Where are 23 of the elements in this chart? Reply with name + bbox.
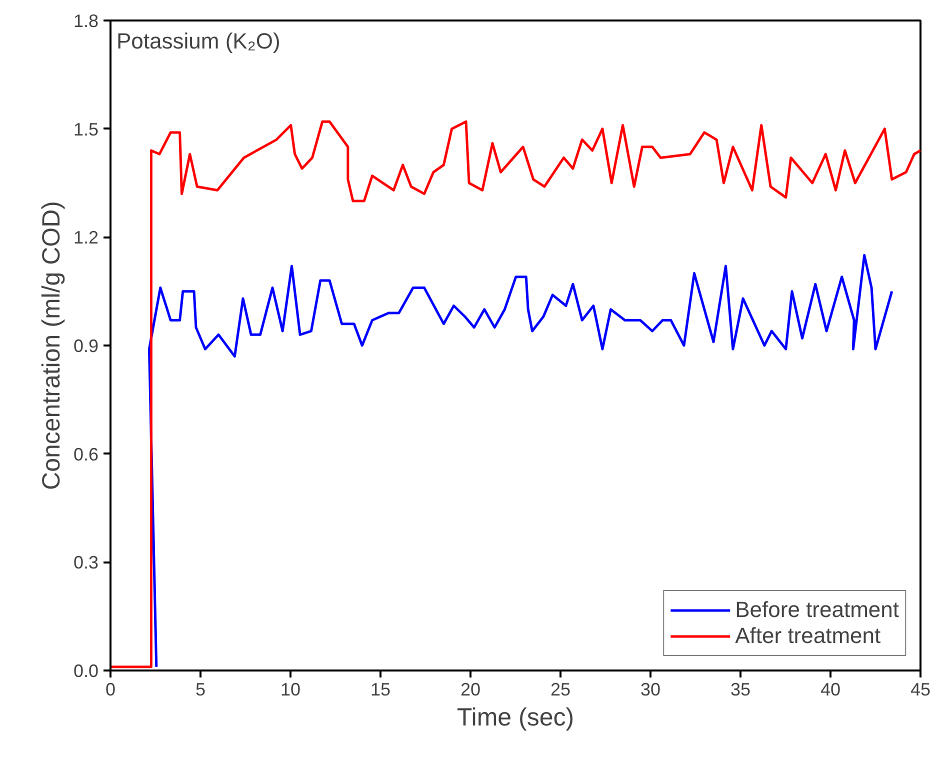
y-axis-title: Concentration (ml/g COD) — [37, 201, 66, 490]
y-tick-label: 0.3 — [73, 552, 99, 573]
x-tick-label: 35 — [730, 680, 751, 700]
x-tick-label: 10 — [280, 680, 301, 700]
y-tick-label: 1.2 — [73, 228, 99, 248]
legend-label: Before treatment — [735, 597, 899, 623]
y-tick-label: 0.9 — [73, 336, 99, 356]
x-axis-title: Time (sec) — [456, 704, 574, 732]
y-tick-label: 0.0 — [73, 661, 99, 681]
y-tick-label: 0.6 — [73, 444, 99, 464]
chart-title: Potassium (K₂O) — [116, 28, 280, 54]
y-tick-label: 1.5 — [73, 119, 99, 140]
x-tick-label: 0 — [105, 680, 116, 700]
x-tick-label: 45 — [910, 680, 931, 700]
x-tick-label: 40 — [820, 680, 841, 700]
x-tick-label: 30 — [640, 680, 661, 700]
y-tick-label: 1.8 — [73, 11, 99, 31]
x-tick-label: 15 — [370, 680, 391, 700]
line-series — [110, 120, 920, 668]
x-tick-label: 5 — [195, 680, 206, 700]
x-tick-label: 20 — [460, 680, 481, 700]
x-tick-label: 25 — [550, 680, 571, 700]
legend-label: After treatment — [735, 623, 881, 649]
